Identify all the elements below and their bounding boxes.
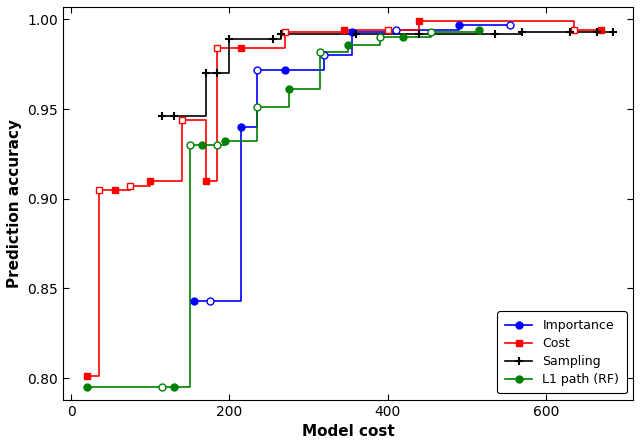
Legend: Importance, Cost, Sampling, L1 path (RF): Importance, Cost, Sampling, L1 path (RF) xyxy=(497,311,627,393)
X-axis label: Model cost: Model cost xyxy=(301,424,394,439)
Y-axis label: Prediction accuracy: Prediction accuracy xyxy=(7,119,22,288)
